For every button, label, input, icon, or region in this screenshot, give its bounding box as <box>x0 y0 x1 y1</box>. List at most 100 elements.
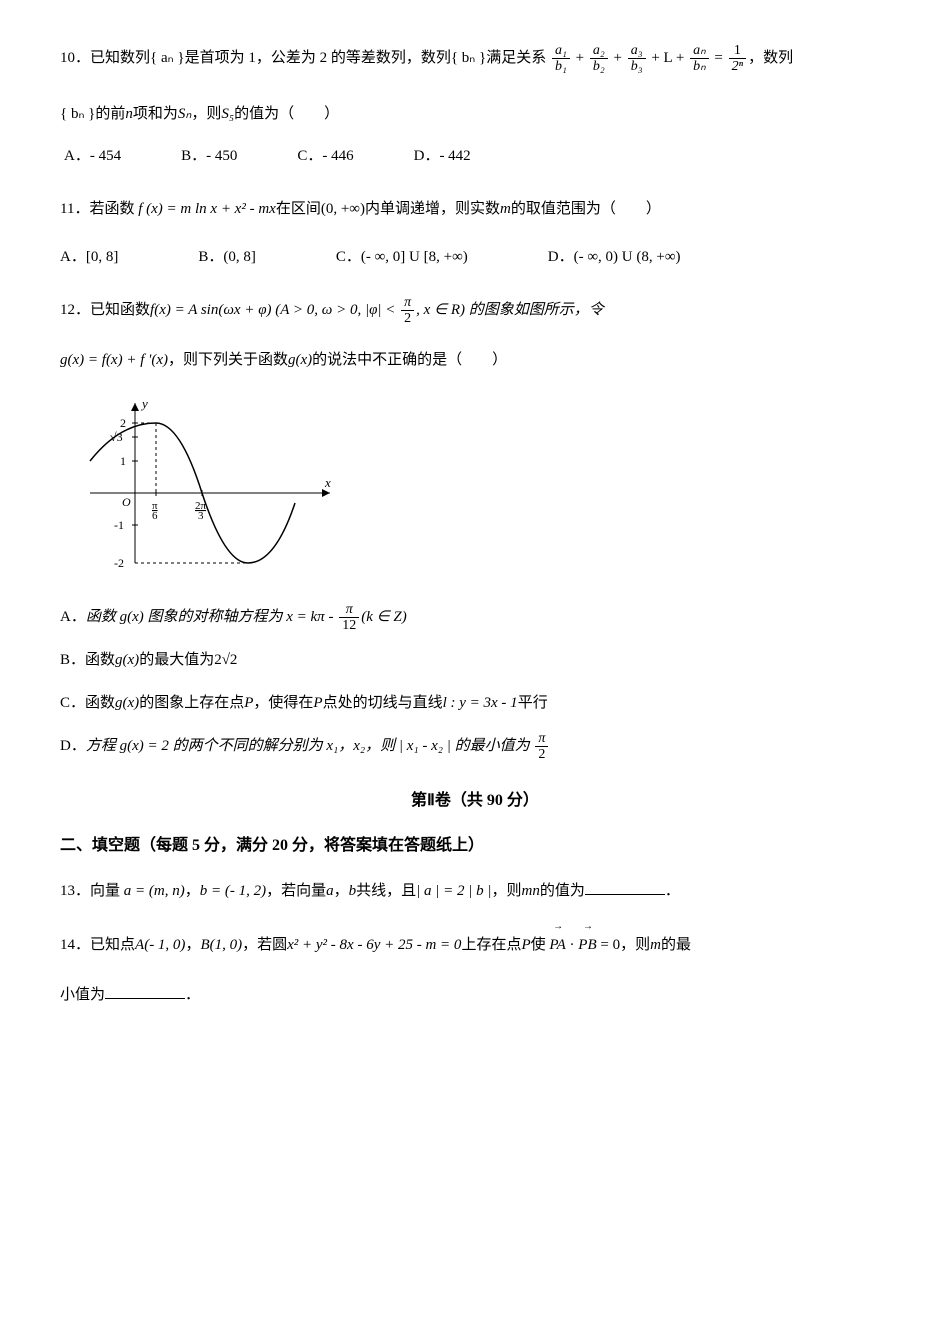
q14-period: ． <box>185 987 200 1003</box>
q11-t4: 的取值范围为（ ） <box>511 201 661 217</box>
svg-text:6: 6 <box>152 510 158 522</box>
q14-t2: ，若圆 <box>242 937 287 953</box>
q14-m: m <box>650 937 661 953</box>
q11-opt-b: B．(0, 8] <box>198 241 256 274</box>
svg-text:O: O <box>122 495 131 509</box>
q14-P: P <box>521 937 530 953</box>
section-2-title: 二、填空题（每题 5 分，满分 20 分，将答案填在答题纸上） <box>60 828 890 863</box>
svg-text:3: 3 <box>198 510 204 522</box>
q12-c-t5: 平行 <box>518 695 548 711</box>
section-2-header: 第Ⅱ卷（共 90 分） <box>60 783 890 818</box>
q12-t1: 已知函数 <box>90 302 150 318</box>
q10-fracn: aₙbₙ <box>690 43 709 75</box>
svg-text:1: 1 <box>120 454 126 468</box>
q12-c-label: C． <box>60 695 85 711</box>
q11-options: A．[0, 8] B．(0, 8] C．(- ∞, 0] U [8, +∞) D… <box>60 241 890 274</box>
q10-bn2: { bₙ } <box>60 106 95 122</box>
q10-text: 10．已知数列{ aₙ }是首项为 1，公差为 2 的等差数列，数列{ bₙ }… <box>60 40 890 76</box>
q14-number: 14． <box>60 937 90 953</box>
q12-c-t2: 的图象上存在点 <box>139 695 244 711</box>
q10-ldots: + L + <box>651 50 684 66</box>
q13-text: 13．向量 a = (m, n)，b = (- 1, 2)，若向量a，b共线，且… <box>60 873 890 909</box>
q13-av: a <box>326 883 334 899</box>
q11-opt-d: D．(- ∞, 0) U (8, +∞) <box>548 241 681 274</box>
q12-b-t1: 函数 <box>85 652 115 668</box>
q10-frac2: a₂b₂ <box>590 43 608 75</box>
q13-c2: ， <box>334 883 349 899</box>
q12-number: 12． <box>60 302 90 318</box>
svg-text:-2: -2 <box>114 556 124 570</box>
q13-t3: 共线，且 <box>356 883 416 899</box>
q12-opt-b: B．函数g(x)的最大值为2√2 <box>60 644 890 677</box>
question-14: 14．已知点A(- 1, 0)，B(1, 0)，若圆x² + y² - 8x -… <box>60 927 890 1013</box>
q10-bn: { bₙ } <box>451 50 486 66</box>
q12-c-line: l : y = 3x - 1 <box>443 695 518 711</box>
q10-number: 10． <box>60 50 90 66</box>
q12-t2: , x ∈ R) 的图象如图所示，令 <box>416 302 604 318</box>
q12-c-t1: 函数 <box>85 695 115 711</box>
q12-gx: g(x) <box>288 352 312 368</box>
q12-c-gx: g(x) <box>115 695 139 711</box>
q14-t7: 小值为 <box>60 987 105 1003</box>
q10-s5: S₅ <box>221 106 234 122</box>
q12-a-frac: π12 <box>339 602 359 634</box>
q14-circle: x² + y² - 8x - 6y + 25 - m = 0 <box>287 937 461 953</box>
q12-pi2: π2 <box>401 295 414 327</box>
question-12: 12．已知函数f(x) = A sin(ωx + φ) (A > 0, ω > … <box>60 292 890 763</box>
q14-t3: 上存在点 <box>461 937 521 953</box>
q10-opt-d: D．- 442 <box>414 140 471 173</box>
q13-a: a = (m, n) <box>124 883 185 899</box>
q14-t5: ，则 <box>620 937 650 953</box>
q13-blank <box>585 881 665 895</box>
q10-t5: 的前 <box>95 106 125 122</box>
q10-options: A．- 454 B．- 450 C．- 446 D．- 442 <box>64 140 890 173</box>
q12-c-p1: P <box>244 695 253 711</box>
q10-opt-c: C．- 446 <box>297 140 353 173</box>
svg-text:x: x <box>324 475 331 490</box>
q12-func: f(x) = A sin(ωx + φ) (A > 0, ω > 0, |φ| … <box>150 302 395 318</box>
q14-c1: ， <box>185 937 200 953</box>
q12-a-t2: (k ∈ Z) <box>361 609 407 625</box>
q12-b-label: B． <box>60 652 85 668</box>
q14-line2: 小值为 ． <box>60 977 890 1013</box>
q12-opt-a: A．函数 g(x) 图象的对称轴方程为 x = kπ - π12(k ∈ Z) <box>60 601 890 634</box>
q11-number: 11． <box>60 201 89 217</box>
q13-t4: ，则 <box>492 883 522 899</box>
q13-number: 13． <box>60 883 90 899</box>
q12-b-val: 2√2 <box>214 652 237 668</box>
q12-opt-c: C．函数g(x)的图象上存在点P，使得在P点处的切线与直线l : y = 3x … <box>60 687 890 720</box>
q11-t1: 若函数 <box>89 201 134 217</box>
q12-t4: 的说法中不正确的是（ ） <box>312 352 507 368</box>
question-11: 11．若函数 f (x) = m ln x + x² - mx在区间(0, +∞… <box>60 191 890 274</box>
q12-text: 12．已知函数f(x) = A sin(ωx + φ) (A > 0, ω > … <box>60 292 890 328</box>
q12-line2: g(x) = f(x) + f '(x)，则下列关于函数g(x)的说法中不正确的… <box>60 342 890 378</box>
q12-d-frac: π2 <box>535 731 548 763</box>
q14-t1: 已知点 <box>90 937 135 953</box>
q13-norm: | a | = 2 | b | <box>416 883 491 899</box>
q12-c-t3: ，使得在 <box>253 695 313 711</box>
q14-text: 14．已知点A(- 1, 0)，B(1, 0)，若圆x² + y² - 8x -… <box>60 927 890 963</box>
q14-A: A(- 1, 0) <box>135 937 185 953</box>
q11-interval: (0, +∞) <box>321 201 365 217</box>
q13-t1: 向量 <box>90 883 120 899</box>
q12-b-gx: g(x) <box>115 652 139 668</box>
q14-t4: 使 <box>531 937 546 953</box>
q12-c-p2: P <box>313 695 322 711</box>
q10-t2: 是首项为 1，公差为 2 的等差数列，数列 <box>185 50 451 66</box>
q11-text: 11．若函数 f (x) = m ln x + x² - mx在区间(0, +∞… <box>60 191 890 227</box>
q10-n: n <box>125 106 133 122</box>
q10-sn: Sₙ <box>178 106 191 122</box>
q10-opt-a: A．- 454 <box>64 140 121 173</box>
question-13: 13．向量 a = (m, n)，b = (- 1, 2)，若向量a，b共线，且… <box>60 873 890 909</box>
q12-a-t1: 函数 g(x) 图象的对称轴方程为 x = kπ - <box>86 609 334 625</box>
q12-graph: y x O 2 √3 1 -1 -2 π 6 2π 3 <box>80 393 890 586</box>
q13-t5: 的值为 <box>540 883 585 899</box>
q12-gxdef: g(x) = f(x) + f '(x) <box>60 352 168 368</box>
q12-d-t1: 方程 g(x) = 2 的两个不同的解分别为 x₁，x₂，则 | x₁ - x₂… <box>86 738 530 754</box>
q13-mn: mn <box>522 883 540 899</box>
svg-text:y: y <box>140 396 148 411</box>
q14-PA: PA <box>549 927 565 963</box>
q12-c-t4: 点处的切线与直线 <box>323 695 443 711</box>
q10-t8: 的值为（ ） <box>234 106 339 122</box>
q10-frac1: a₁b₁ <box>552 43 570 75</box>
